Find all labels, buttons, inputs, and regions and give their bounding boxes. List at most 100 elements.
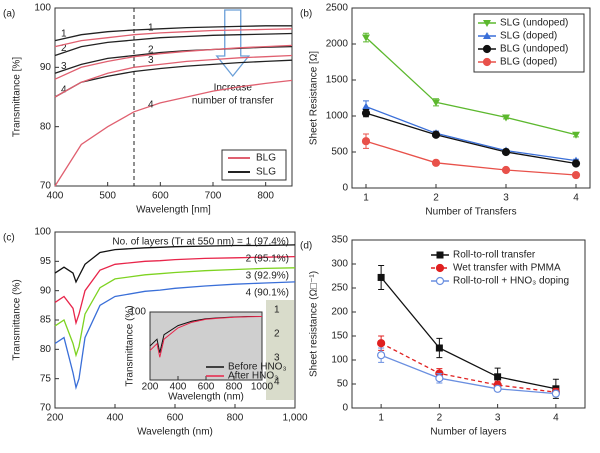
x-tick-label: 200 bbox=[142, 382, 159, 393]
legend-label: Roll-to-roll transfer bbox=[453, 250, 536, 261]
y-axis-label: Sheet Resistance [Ω] bbox=[309, 51, 320, 145]
series-line bbox=[54, 79, 293, 187]
marker bbox=[361, 137, 371, 146]
legend-label: Roll-to-roll + HNO₃ doping bbox=[453, 276, 569, 287]
marker bbox=[501, 147, 511, 157]
x-tick-label: 800 bbox=[227, 413, 244, 424]
marker bbox=[362, 34, 370, 42]
panel-label: (d) bbox=[300, 241, 312, 252]
y-tick-label: 2500 bbox=[326, 3, 349, 14]
y-tick-label: 100 bbox=[34, 3, 51, 14]
strip-label: 1 bbox=[274, 305, 280, 316]
x-axis-label: Number of layers bbox=[430, 427, 506, 438]
series-line bbox=[54, 244, 296, 284]
strip-label: 2 bbox=[274, 329, 280, 340]
y-tick-label: 200 bbox=[331, 307, 348, 318]
y-axis-label: Transmittance [%] bbox=[12, 57, 23, 137]
legend-label: No. of layers (Tr at 550 nm) = 1 (97.4%) bbox=[112, 237, 289, 248]
strip-label: 4 bbox=[274, 377, 280, 388]
x-axis-label: Wavelength (nm) bbox=[168, 391, 244, 402]
x-tick-label: 3 bbox=[495, 413, 501, 424]
y-tick-label: 95 bbox=[40, 256, 52, 267]
y-tick-label: 85 bbox=[40, 315, 52, 326]
marker bbox=[377, 339, 386, 348]
y-tick-label: 90 bbox=[40, 62, 52, 73]
y-tick-label: 70 bbox=[40, 181, 52, 192]
marker bbox=[571, 170, 581, 180]
y-tick-label: 500 bbox=[331, 147, 348, 158]
y-tick-label: 250 bbox=[331, 283, 348, 294]
x-tick-label: 400 bbox=[107, 413, 124, 424]
marker bbox=[483, 20, 491, 27]
marker bbox=[361, 109, 371, 118]
marker bbox=[494, 373, 502, 381]
legend-box bbox=[221, 149, 287, 181]
series-line bbox=[380, 354, 556, 395]
marker bbox=[377, 351, 386, 360]
legend-label: BLG bbox=[256, 153, 276, 164]
x-tick-label: 4 bbox=[553, 413, 559, 424]
marker bbox=[432, 99, 440, 107]
marker bbox=[482, 44, 492, 54]
marker bbox=[482, 57, 492, 67]
x-tick-label: 4 bbox=[573, 193, 579, 204]
x-tick-label: 600 bbox=[198, 382, 215, 393]
x-tick-label: 200 bbox=[47, 413, 64, 424]
y-tick-label: 90 bbox=[40, 285, 52, 296]
x-tick-label: 700 bbox=[205, 191, 222, 202]
marker bbox=[571, 159, 581, 168]
series-line bbox=[54, 59, 293, 98]
y-tick-label: 150 bbox=[331, 331, 348, 342]
x-tick-label: 800 bbox=[257, 191, 274, 202]
series-line bbox=[365, 140, 577, 176]
legend-label: BLG (undoped) bbox=[500, 44, 568, 55]
x-tick-label: 600 bbox=[167, 413, 184, 424]
arrow bbox=[215, 9, 251, 78]
legend-label: SLG (doped) bbox=[500, 31, 557, 42]
x-tick-label: 1,000 bbox=[282, 413, 307, 424]
marker bbox=[435, 276, 445, 286]
y-axis-label: Sheet resistance (Ω□⁻¹) bbox=[309, 271, 320, 377]
series-line bbox=[365, 105, 577, 162]
curve-label: 2 bbox=[61, 43, 67, 54]
x-tick-label: 2 bbox=[433, 193, 439, 204]
inset-background bbox=[150, 312, 262, 380]
curve-label: 3 bbox=[61, 61, 67, 72]
marker bbox=[377, 273, 385, 281]
marker bbox=[435, 263, 445, 273]
curve-label: 1 bbox=[61, 28, 67, 39]
series-line bbox=[54, 25, 292, 42]
x-tick-label: 1 bbox=[363, 193, 369, 204]
series-line bbox=[365, 112, 577, 165]
series-line bbox=[54, 32, 293, 57]
marker bbox=[362, 102, 370, 110]
marker bbox=[551, 389, 560, 398]
x-tick-label: 400 bbox=[170, 382, 187, 393]
marker bbox=[431, 130, 441, 139]
y-tick-label: 75 bbox=[40, 373, 52, 384]
strip-label: 3 bbox=[274, 353, 280, 364]
y-tick-label: 80 bbox=[40, 121, 52, 132]
y-tick-label: 1500 bbox=[326, 75, 349, 86]
marker bbox=[435, 374, 444, 383]
legend-label: SLG bbox=[256, 167, 276, 178]
curve-label: 4 bbox=[61, 85, 67, 96]
y-axis-label: Transmittance (%) bbox=[12, 279, 23, 360]
y-tick-label: 2000 bbox=[326, 39, 349, 50]
marker bbox=[501, 165, 511, 175]
x-axis-label: Wavelength [nm] bbox=[136, 205, 211, 216]
x-tick-label: 3 bbox=[503, 193, 509, 204]
legend-label: 3 (92.9%) bbox=[246, 271, 289, 282]
y-axis-label: Transmittance (%) bbox=[125, 305, 136, 386]
x-tick-label: 800 bbox=[226, 382, 243, 393]
legend-label: Wet transfer with PMMA bbox=[453, 263, 561, 274]
marker bbox=[502, 114, 510, 122]
y-tick-label: 80 bbox=[40, 344, 52, 355]
plot-frame bbox=[351, 239, 586, 409]
x-tick-label: 500 bbox=[99, 191, 116, 202]
marker bbox=[435, 344, 443, 352]
x-tick-label: 2 bbox=[437, 413, 443, 424]
y-tick-label: 1000 bbox=[326, 111, 349, 122]
sample-strip bbox=[266, 300, 294, 400]
